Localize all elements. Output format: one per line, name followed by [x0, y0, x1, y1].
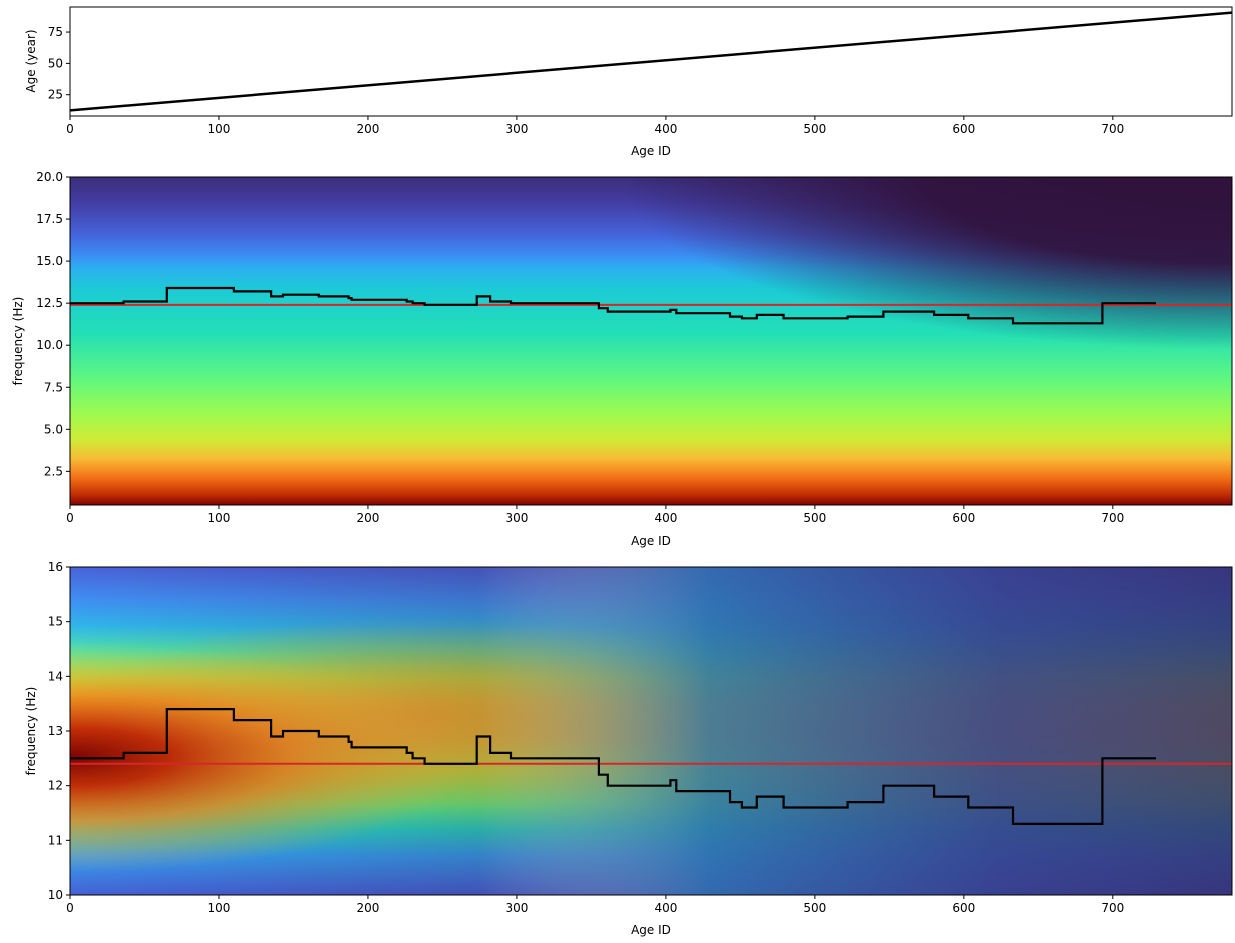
x-tick-label: 200 — [356, 122, 379, 136]
zoomed-spectrogram-heatmap — [70, 567, 1232, 895]
x-tick-label: 700 — [1101, 511, 1124, 525]
y-tick-label: 11 — [48, 833, 63, 847]
age-y-ticks: 25 50 75 — [48, 25, 70, 102]
zoomed-x-ticks: 0 100 200 300 400 500 600 700 — [66, 895, 1124, 915]
y-tick-label: 10.0 — [36, 338, 63, 352]
spectrogram-peak-frequency-line — [70, 286, 1156, 325]
y-tick-label: 15.0 — [36, 254, 63, 268]
x-tick-label: 200 — [356, 901, 379, 915]
y-tick-label: 12.5 — [36, 296, 63, 310]
spectrogram-y-axis-label: frequency (Hz) — [11, 297, 25, 386]
x-tick-label: 0 — [66, 901, 74, 915]
x-tick-label: 600 — [952, 122, 975, 136]
x-tick-label: 400 — [654, 901, 677, 915]
x-tick-label: 600 — [952, 511, 975, 525]
x-tick-label: 300 — [505, 901, 528, 915]
y-tick-label: 50 — [48, 56, 63, 70]
y-tick-label: 12 — [48, 779, 63, 793]
spectrogram-heatmap — [70, 177, 1232, 505]
y-tick-label: 25 — [48, 88, 63, 102]
spectrogram-plot-frame — [69, 176, 1233, 506]
y-tick-label: 13 — [48, 724, 63, 738]
x-tick-label: 400 — [654, 511, 677, 525]
zoomed-peak-frequency-line — [70, 708, 1156, 825]
age-y-axis-label: Age (year) — [24, 29, 38, 92]
x-tick-label: 100 — [208, 122, 231, 136]
x-tick-label: 200 — [356, 511, 379, 525]
x-tick-label: 500 — [803, 122, 826, 136]
age-plot-frame — [69, 6, 1233, 117]
age-x-ticks: 0 100 200 300 400 500 600 700 — [66, 116, 1124, 136]
y-tick-label: 17.5 — [36, 212, 63, 226]
x-tick-label: 100 — [208, 901, 231, 915]
y-tick-label: 14 — [48, 669, 63, 683]
x-tick-label: 400 — [654, 122, 677, 136]
y-tick-label: 7.5 — [44, 380, 63, 394]
y-tick-label: 5.0 — [44, 422, 63, 436]
zoomed-spectrogram-chart: 0 100 200 300 400 500 600 700 10 11 12 13 14 15 16 Ag… — [24, 560, 1233, 937]
x-tick-label: 700 — [1101, 122, 1124, 136]
x-tick-label: 0 — [66, 511, 74, 525]
zoomed-x-axis-label: Age ID — [631, 923, 671, 937]
y-tick-label: 15 — [48, 615, 63, 629]
age-chart: 0 100 200 300 400 500 600 700 25 50 75 Age ID Age… — [24, 6, 1233, 158]
spectrogram-x-axis-label: Age ID — [631, 534, 671, 548]
zoomed-y-axis-label: frequency (Hz) — [24, 687, 38, 776]
x-tick-label: 500 — [803, 901, 826, 915]
x-tick-label: 600 — [952, 901, 975, 915]
y-tick-label: 2.5 — [44, 464, 63, 478]
x-tick-label: 300 — [505, 122, 528, 136]
spectrogram-x-ticks: 0 100 200 300 400 500 600 700 — [66, 505, 1124, 525]
spectrogram-y-ticks: 2.5 5.0 7.5 10.0 12.5 15.0 17.5 20.0 — [36, 170, 70, 478]
y-tick-label: 75 — [48, 25, 63, 39]
spectrogram-chart: 0 100 200 300 400 500 600 700 2.5 5.0 7.5 10.0 12.5… — [11, 170, 1233, 548]
y-tick-label: 16 — [48, 560, 63, 574]
y-tick-label: 10 — [48, 888, 63, 902]
x-tick-label: 0 — [66, 122, 74, 136]
y-tick-label: 20.0 — [36, 170, 63, 184]
x-tick-label: 500 — [803, 511, 826, 525]
x-tick-label: 700 — [1101, 901, 1124, 915]
x-tick-label: 300 — [505, 511, 528, 525]
age-series-line — [70, 11, 1232, 112]
x-tick-label: 100 — [208, 511, 231, 525]
age-x-axis-label: Age ID — [631, 144, 671, 158]
zoomed-y-ticks: 10 11 12 13 14 15 16 — [48, 560, 70, 902]
